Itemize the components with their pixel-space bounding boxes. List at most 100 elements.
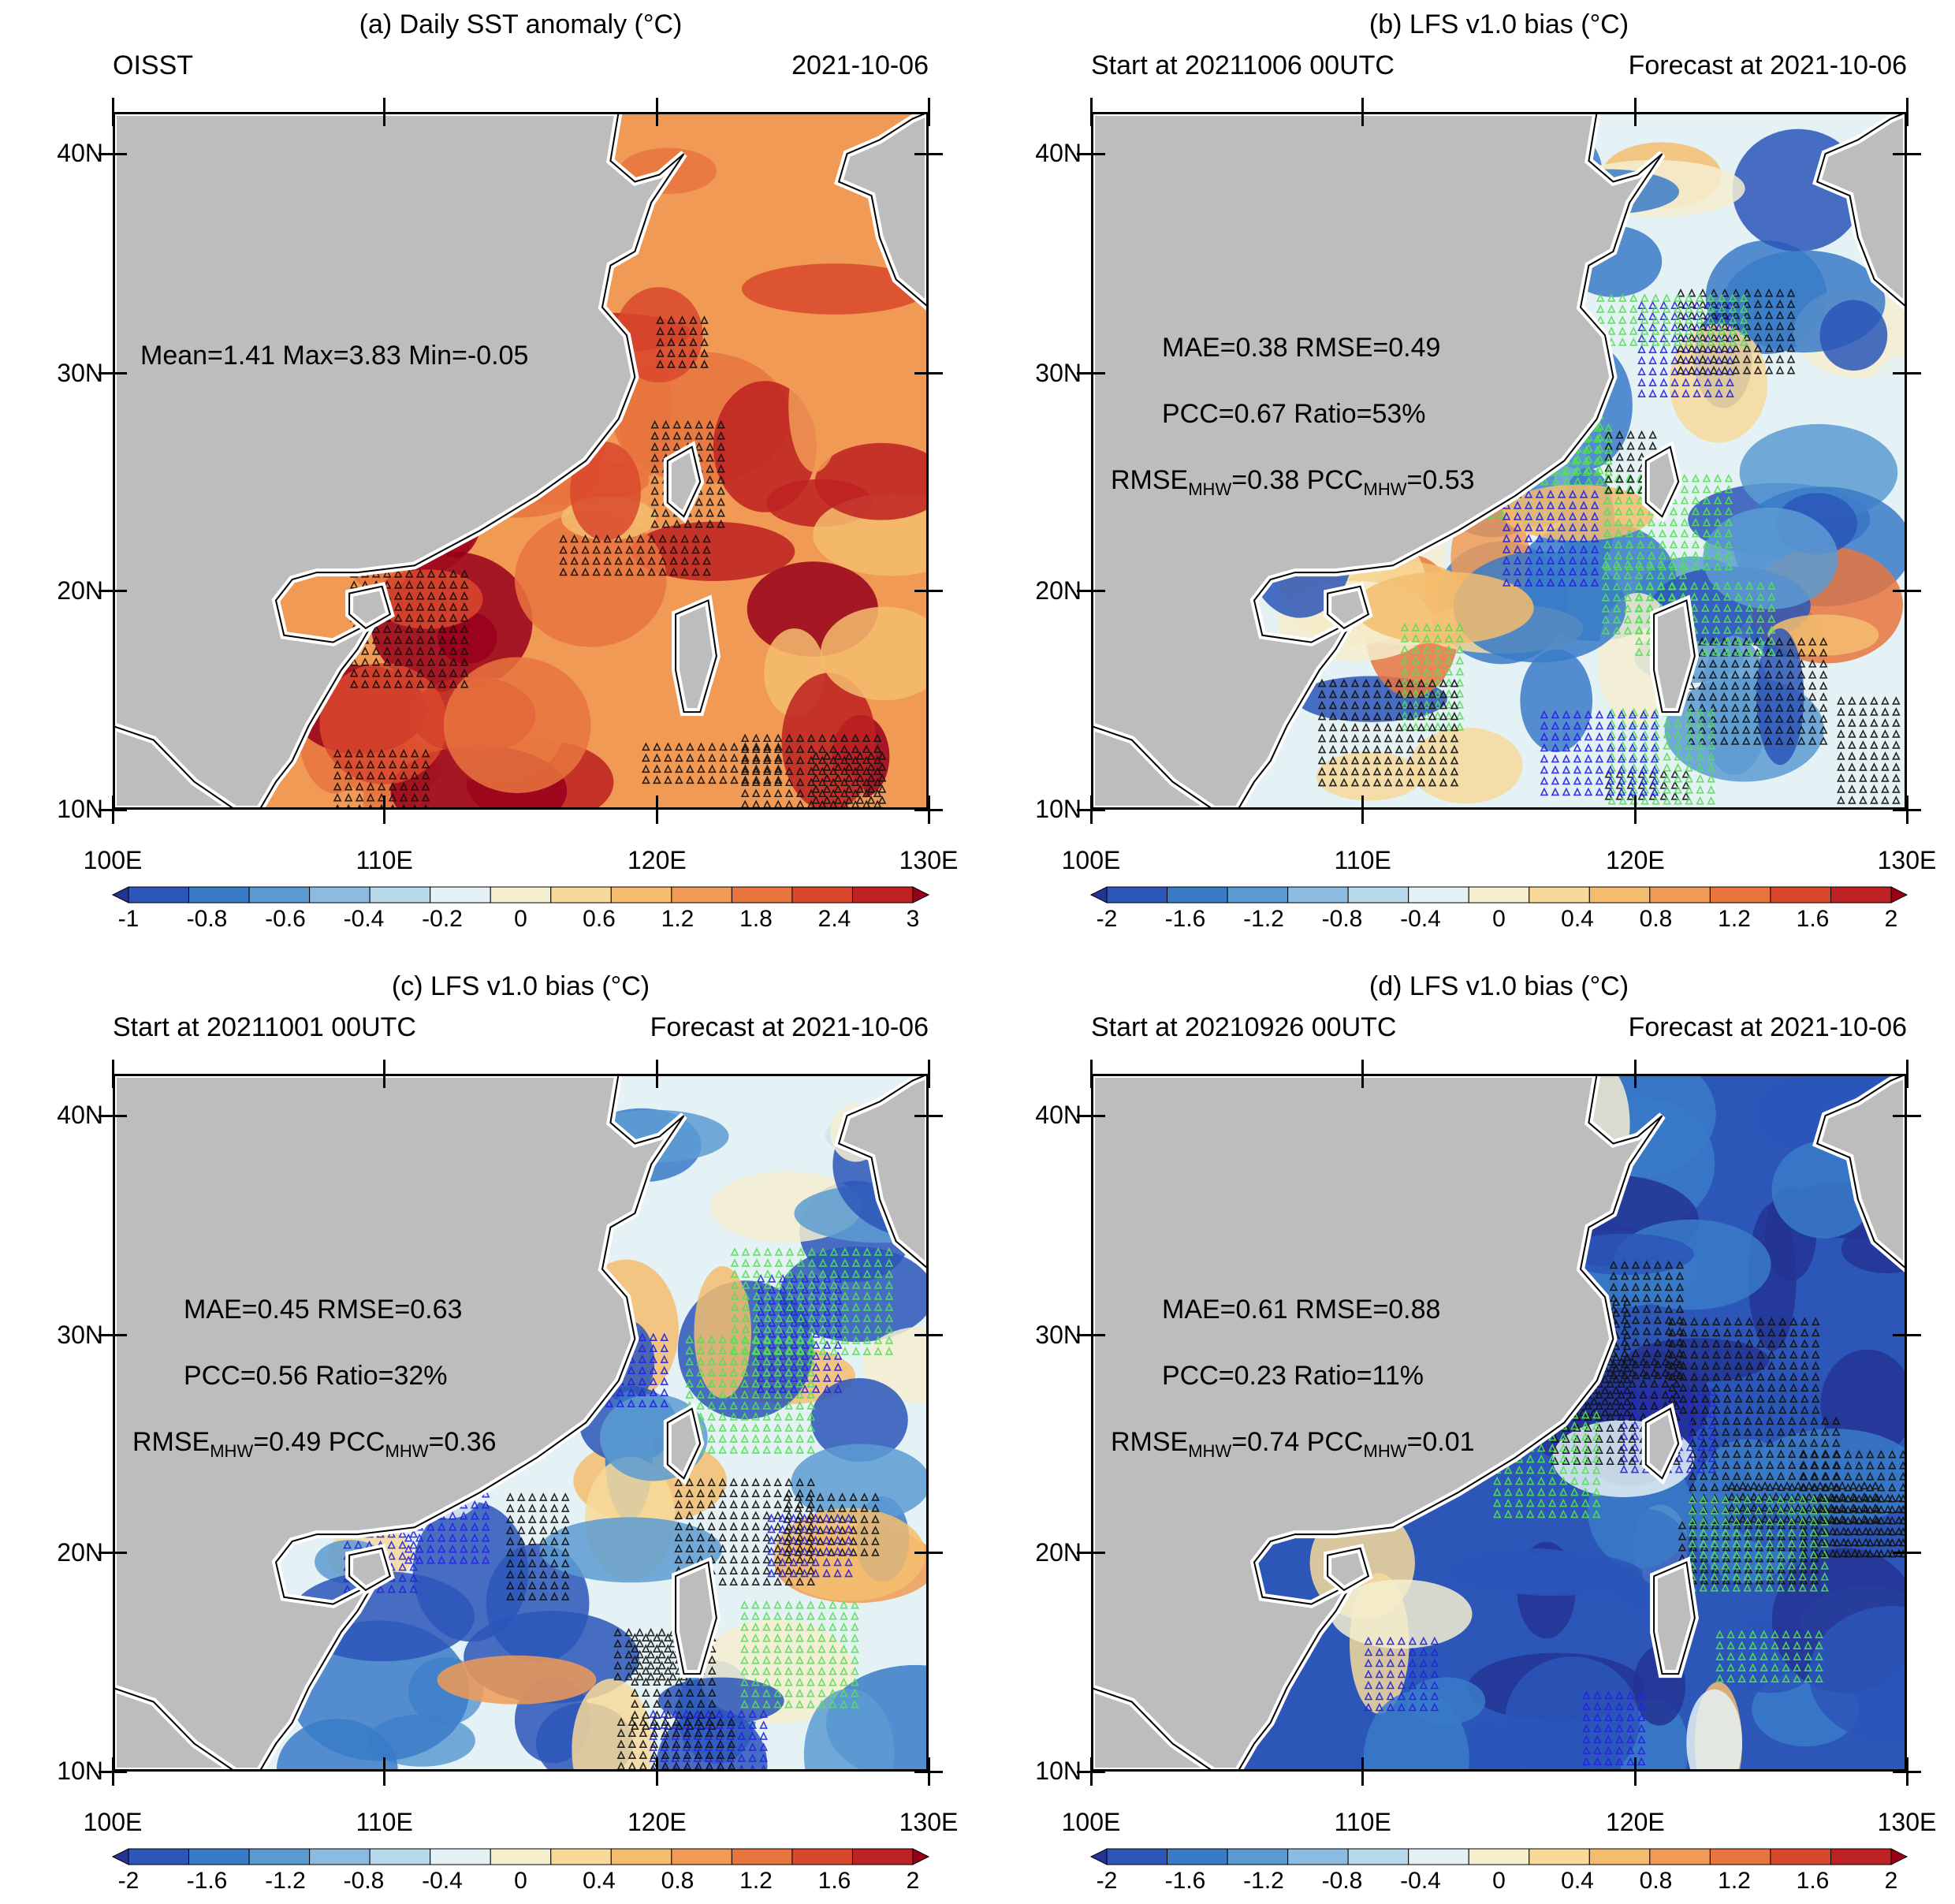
lat-tick-right [1893,152,1921,155]
stat-line: Mean=1.41 Max=3.83 Min=-0.05 [140,341,529,371]
lon-tick-top [927,1060,930,1088]
colorbar-label: -1.2 [1243,906,1284,932]
colorbar-label: -0.4 [343,906,385,932]
lon-label: 120E [1605,1808,1665,1836]
lat-tick-right [1893,372,1921,375]
colorbar-label: 1.8 [739,906,773,932]
lon-tick [655,1757,658,1786]
lon-tick-top [1089,98,1093,126]
stat-line: PCC=0.56 Ratio=32% [184,1361,448,1391]
lat-tick [99,1334,127,1337]
map-area [113,112,929,810]
lat-tick [99,372,127,375]
lat-tick-right [1893,1334,1921,1337]
mhw-pcc_val: =0.36 [428,1427,497,1457]
lon-label: 110E [356,1808,413,1836]
lon-tick [383,1757,386,1786]
lon-label: 130E [1877,846,1937,874]
colorbar-label: -1.2 [1243,1868,1284,1894]
lon-tick [111,1757,114,1786]
lon-tick [1633,796,1637,824]
colorbar-label: 2.4 [817,906,851,932]
colorbar-label: 0.4 [1561,906,1594,932]
mhw-sub: MHW [1363,1440,1407,1461]
panel-title: (c) LFS v1.0 bias (°C) [391,971,650,1001]
mhw-rmse_val: =0.49 [253,1427,329,1457]
lon-tick [1361,1757,1365,1786]
colorbar-label: 1.2 [1718,1868,1751,1894]
lat-tick-right [914,372,943,375]
mhw-rmse_val: =0.74 [1231,1427,1307,1457]
lat-tick-right [914,1552,943,1555]
lon-tick-top [1633,1060,1637,1088]
lat-label: 30N [1035,1320,1082,1349]
lon-label: 120E [627,846,687,874]
mhw-stat-line: RMSEMHW=0.49 PCCMHW=0.36 [132,1427,497,1462]
colorbar-label: -0.4 [422,1868,463,1894]
colorbar-label: 0.4 [583,1868,616,1894]
mhw-stat-line: RMSEMHW=0.38 PCCMHW=0.53 [1111,465,1475,500]
stat-line: MAE=0.61 RMSE=0.88 [1162,1295,1441,1325]
colorbar-label: -0.4 [1400,1868,1441,1894]
mhw-sub: MHW [1363,479,1407,499]
sst-field [1091,1074,1907,1772]
lon-label: 130E [1877,1808,1937,1836]
colorbar-label: -1.6 [1164,1868,1206,1894]
lat-tick [1077,1334,1105,1337]
map-area [1091,112,1907,810]
lon-tick [1089,796,1093,824]
map-area [113,1074,929,1772]
colorbar-label: 2 [1884,1868,1898,1894]
lat-tick [99,152,127,155]
right-string: Forecast at 2021-10-06 [1628,50,1907,80]
mhw-sub: MHW [210,1440,254,1461]
sst-field [1091,112,1907,810]
colorbar-label: -0.6 [265,906,306,932]
colorbar-label: 1.2 [661,906,694,932]
colorbar-label: 2 [1884,906,1898,932]
lon-tick-top [1633,98,1637,126]
lat-tick [1077,1552,1105,1555]
lon-tick-top [927,98,930,126]
colorbar [1089,886,1908,904]
lat-label: 40N [57,1101,103,1130]
lat-tick-right [1893,1114,1921,1117]
stat-line: PCC=0.23 Ratio=11% [1162,1361,1424,1391]
lat-tick [99,1552,127,1555]
lat-label: 20N [1035,576,1082,605]
left-string: OISST [113,50,194,80]
colorbar-label: -0.8 [186,906,228,932]
lon-tick [1633,1757,1637,1786]
lat-label: 40N [57,139,103,168]
colorbar-label: 0.8 [1639,1868,1673,1894]
colorbar-label: -1.2 [265,1868,306,1894]
lon-label: 120E [1605,846,1665,874]
colorbar-label: 0 [514,1868,527,1894]
lat-label: 10N [1035,1757,1082,1785]
lat-label: 40N [1035,139,1082,168]
mhw-rmse_val: =0.38 [1231,465,1307,495]
colorbar-label: -2 [117,1868,140,1894]
lat-label: 30N [1035,358,1082,387]
lat-tick [1077,372,1105,375]
lat-tick-right [914,590,943,593]
colorbar-label: -0.8 [343,1868,385,1894]
colorbar-label: -2 [1096,906,1118,932]
colorbar-label: 0.8 [661,1868,694,1894]
mhw-pcc: PCC [1306,465,1364,495]
lat-tick-right [914,152,943,155]
colorbar-label: 3 [906,906,920,932]
lat-label: 20N [57,1537,103,1567]
lat-label: 10N [57,1757,103,1785]
colorbar-label: -2 [1096,1868,1118,1894]
colorbar-label: -0.8 [1321,906,1363,932]
mhw-pcc: PCC [1306,1427,1364,1457]
lon-tick [1905,796,1908,824]
colorbar-label: 1.2 [739,1868,773,1894]
mhw-rmse: RMSE [1111,1427,1189,1457]
lon-tick-top [111,1060,114,1088]
lon-tick-top [1905,1060,1908,1088]
right-string: Forecast at 2021-10-06 [650,1012,929,1042]
panel-title: (a) Daily SST anomaly (°C) [359,9,683,39]
lon-tick [927,796,930,824]
